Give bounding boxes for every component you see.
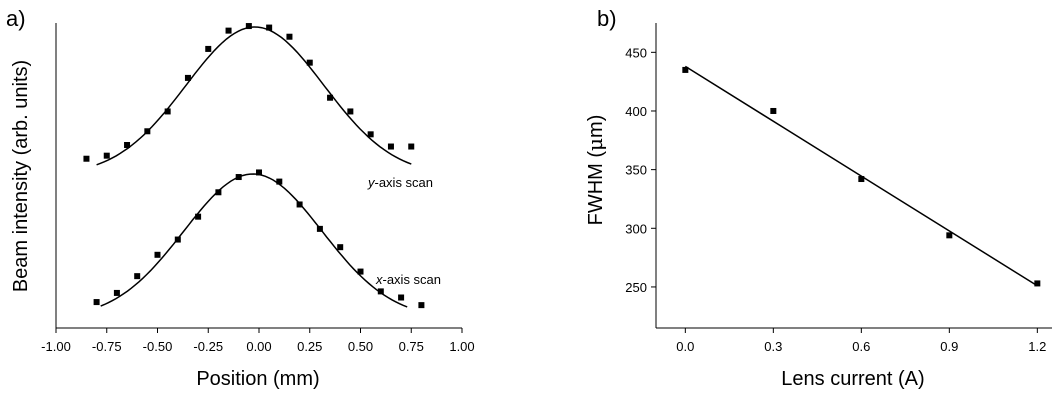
panel-a-x-tick-label: -0.50 — [143, 339, 173, 354]
panel-a-data-point — [337, 244, 344, 251]
panel-a-x-tick-label: 1.00 — [449, 339, 474, 354]
panel-a-data-point — [225, 27, 232, 34]
panel-b-data-point — [946, 232, 953, 239]
panel-a-fit-curve-0 — [96, 26, 412, 166]
panel-a-beam-profile: a) -1.00 -0.75 -0.50 -0.25 0.00 0.25 0.50 0.75 1… — [6, 6, 475, 390]
panel-a-x-tick-label: 0.25 — [297, 339, 322, 354]
panel-a-data-point — [134, 273, 141, 280]
panel-a-data-point — [296, 201, 303, 208]
panel-a-data-point — [215, 189, 222, 196]
panel-a-data-point — [377, 288, 384, 295]
panel-b-x-tick-label: 1.2 — [1028, 339, 1046, 354]
panel-a-label: a) — [6, 6, 26, 31]
panel-a-data-point — [164, 108, 171, 115]
panel-a-x-tick-label: -0.75 — [92, 339, 122, 354]
panel-b-data-point — [1034, 280, 1041, 287]
panel-a-data-point — [327, 94, 334, 101]
panel-b-x-ticks: 0.0 0.3 0.6 0.9 1.2 — [676, 328, 1046, 354]
panel-b-y-ticks: 250 300 350 400 450 — [625, 45, 656, 295]
panel-a-data-point — [357, 268, 364, 275]
panel-b-y-tick-label: 300 — [625, 221, 647, 236]
panel-a-fit-curve-1 — [100, 173, 408, 308]
panel-a-data-point — [286, 33, 293, 40]
panel-a-data-point — [276, 178, 283, 185]
panel-a-data-point — [316, 225, 323, 232]
panel-a-y-axis-title: Beam intensity (arb. units) — [10, 60, 32, 292]
panel-a-data-points — [83, 23, 425, 309]
panel-a-data-point — [235, 174, 242, 181]
panel-a-data-point — [418, 302, 425, 309]
panel-b-fwhm-vs-current: b) 0.0 0.3 0.6 0.9 1.2 250 300 350 400 450 Lens … — [583, 6, 1052, 390]
panel-a-x-tick-label: -1.00 — [41, 339, 71, 354]
panel-b-y-axis-title: FWHM (μm) — [583, 115, 607, 226]
panel-a-x-tick-label: 0.00 — [246, 339, 271, 354]
panel-a-data-point — [174, 236, 181, 243]
panel-a-data-point — [367, 131, 374, 138]
panel-b-data-point — [682, 66, 689, 73]
panel-a-data-point — [93, 299, 100, 306]
panel-a-data-point — [306, 59, 313, 66]
panel-b-x-tick-label: 0.3 — [764, 339, 782, 354]
panel-a-data-point — [256, 169, 262, 176]
panel-b-y-tick-label: 450 — [625, 45, 647, 60]
panel-a-x-axis-title: Position (mm) — [196, 368, 319, 390]
panel-a-data-point — [266, 24, 273, 31]
panel-a-data-point — [124, 142, 131, 148]
panel-a-data-point — [144, 128, 151, 135]
panel-a-data-point — [245, 23, 252, 30]
panel-b-label: b) — [597, 6, 617, 31]
panel-b-y-tick-label: 350 — [625, 163, 647, 178]
panel-b-y-tick-label: 250 — [625, 280, 647, 295]
panel-b-x-axis-title: Lens current (A) — [781, 368, 924, 390]
x-axis-scan-annotation: x-axis scan — [375, 272, 441, 287]
panel-b-data-points — [682, 66, 1041, 287]
panel-a-data-point — [398, 294, 405, 301]
panel-a-data-point — [113, 289, 120, 296]
panel-b-x-tick-label: 0.0 — [676, 339, 694, 354]
panel-a-fit-curves — [96, 26, 412, 308]
panel-b-data-point — [858, 176, 865, 183]
panel-a-data-point — [347, 108, 354, 115]
y-axis-scan-annotation: y-axis scan — [367, 175, 433, 190]
panel-a-data-point — [387, 143, 394, 150]
panel-b-x-tick-label: 0.6 — [852, 339, 870, 354]
panel-a-data-point — [205, 45, 212, 52]
panel-b-data-point — [770, 107, 777, 114]
panel-a-data-point — [408, 143, 415, 150]
panel-b-y-tick-label: 400 — [625, 104, 647, 119]
panel-a-x-tick-label: 0.75 — [399, 339, 424, 354]
panel-a-x-tick-label: 0.50 — [348, 339, 373, 354]
panel-a-data-point — [195, 213, 202, 220]
panel-a-data-point — [184, 74, 191, 81]
panel-a-x-tick-label: -0.25 — [193, 339, 223, 354]
panel-a-x-ticks: -1.00 -0.75 -0.50 -0.25 0.00 0.25 0.50 0.75 1.00 — [41, 328, 475, 354]
panel-a-data-point — [83, 155, 90, 162]
panel-a-data-point — [103, 152, 110, 159]
panel-a-data-point — [154, 251, 161, 258]
panel-b-x-tick-label: 0.9 — [940, 339, 958, 354]
